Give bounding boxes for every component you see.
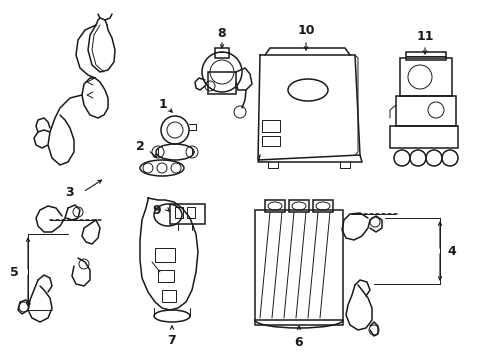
Bar [389,126,457,148]
Bar [155,248,175,262]
Bar [175,207,183,218]
Bar [254,210,342,320]
Text: 10: 10 [297,23,314,36]
Bar [215,48,228,58]
Bar [395,96,455,126]
Text: 3: 3 [65,185,74,198]
Text: 4: 4 [447,244,455,257]
Text: 6: 6 [294,336,303,348]
Bar [170,204,204,224]
Bar [312,200,332,212]
Bar [186,207,195,218]
Text: 9: 9 [152,203,161,216]
Text: 1: 1 [158,98,167,111]
Text: 7: 7 [167,333,176,346]
Bar [264,200,285,212]
Bar [262,136,280,146]
Text: 2: 2 [135,140,144,153]
Text: 8: 8 [217,27,226,40]
Bar [262,120,280,132]
Bar [288,200,308,212]
Bar [207,72,236,94]
Bar [162,290,176,302]
Bar [405,52,445,60]
Text: 5: 5 [10,266,19,279]
Bar [399,58,451,96]
Bar [158,270,174,282]
Text: 11: 11 [415,30,433,42]
